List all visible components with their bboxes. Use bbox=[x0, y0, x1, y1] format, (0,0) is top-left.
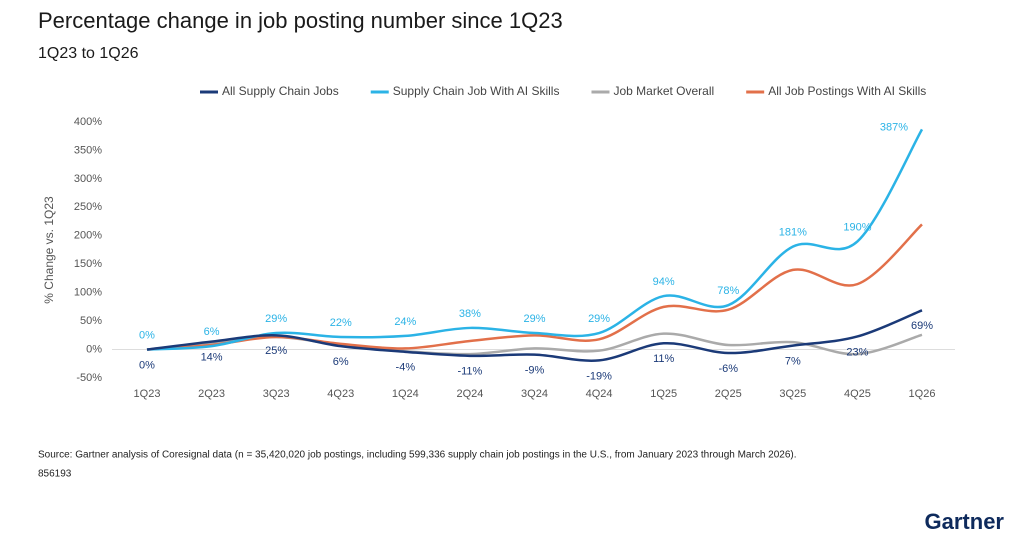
x-tick-label: 1Q26 bbox=[909, 388, 936, 400]
data-label: 0% bbox=[139, 359, 155, 371]
y-tick-label: 50% bbox=[80, 315, 102, 327]
legend-label: All Job Postings With AI Skills bbox=[768, 84, 926, 98]
data-label: -9% bbox=[525, 365, 545, 377]
data-label: -19% bbox=[586, 370, 612, 382]
y-tick-label: -50% bbox=[76, 372, 102, 384]
source-note: Source: Gartner analysis of Coresignal d… bbox=[38, 450, 797, 461]
y-tick-label: 0% bbox=[86, 343, 102, 355]
data-label: 69% bbox=[911, 320, 933, 332]
data-label: 29% bbox=[588, 313, 610, 325]
series-line bbox=[146, 223, 923, 351]
data-label: 29% bbox=[265, 313, 287, 325]
data-label: 0% bbox=[139, 329, 155, 341]
data-label: 94% bbox=[653, 276, 675, 288]
data-label: 6% bbox=[204, 326, 220, 338]
chart-title: Percentage change in job posting number … bbox=[38, 8, 563, 33]
series-line bbox=[146, 128, 924, 351]
data-label: 38% bbox=[459, 308, 481, 320]
legend-label: Job Market Overall bbox=[613, 84, 714, 98]
data-label: -4% bbox=[396, 362, 416, 374]
y-tick-label: 300% bbox=[74, 173, 102, 185]
x-tick-label: 3Q23 bbox=[263, 388, 290, 400]
x-tick-label: 3Q24 bbox=[521, 388, 548, 400]
y-axis-label: % Change vs. 1Q23 bbox=[42, 196, 56, 304]
x-tick-label: 2Q25 bbox=[715, 388, 742, 400]
data-label: 6% bbox=[333, 356, 349, 368]
data-label: 181% bbox=[779, 226, 807, 238]
data-label: -11% bbox=[457, 366, 482, 378]
x-tick-label: 4Q24 bbox=[586, 388, 613, 400]
x-tick-label: 1Q24 bbox=[392, 388, 419, 400]
x-tick-label: 1Q25 bbox=[650, 388, 677, 400]
y-tick-label: 400% bbox=[74, 116, 102, 128]
y-tick-label: 200% bbox=[74, 230, 102, 242]
y-tick-label: 250% bbox=[74, 201, 102, 213]
data-label: 24% bbox=[394, 316, 416, 328]
data-label: 23% bbox=[846, 346, 868, 358]
data-label: -6% bbox=[718, 363, 738, 375]
legend-label: Supply Chain Job With AI Skills bbox=[393, 84, 560, 98]
data-label: 78% bbox=[717, 285, 739, 297]
gartner-logo: Gartner bbox=[925, 509, 1005, 534]
data-label: 11% bbox=[653, 353, 674, 365]
data-label: 387% bbox=[880, 121, 908, 133]
x-tick-label: 4Q25 bbox=[844, 388, 871, 400]
y-tick-label: 150% bbox=[74, 258, 102, 270]
data-label: 190% bbox=[843, 221, 871, 233]
y-tick-label: 100% bbox=[74, 287, 102, 299]
data-label: 22% bbox=[330, 317, 352, 329]
x-tick-label: 2Q23 bbox=[198, 388, 225, 400]
data-label: 7% bbox=[785, 355, 801, 367]
y-tick-label: 350% bbox=[74, 144, 102, 156]
data-label: 14% bbox=[201, 351, 223, 363]
x-tick-label: 4Q23 bbox=[327, 388, 354, 400]
legend-label: All Supply Chain Jobs bbox=[222, 84, 339, 98]
x-tick-label: 3Q25 bbox=[779, 388, 806, 400]
report-code: 856193 bbox=[38, 469, 72, 480]
series-line bbox=[146, 309, 923, 362]
data-label: 25% bbox=[265, 345, 287, 357]
x-tick-label: 2Q24 bbox=[456, 388, 483, 400]
chart-subtitle: 1Q23 to 1Q26 bbox=[38, 45, 139, 62]
x-tick-label: 1Q23 bbox=[134, 388, 161, 400]
data-label: 29% bbox=[523, 313, 545, 325]
